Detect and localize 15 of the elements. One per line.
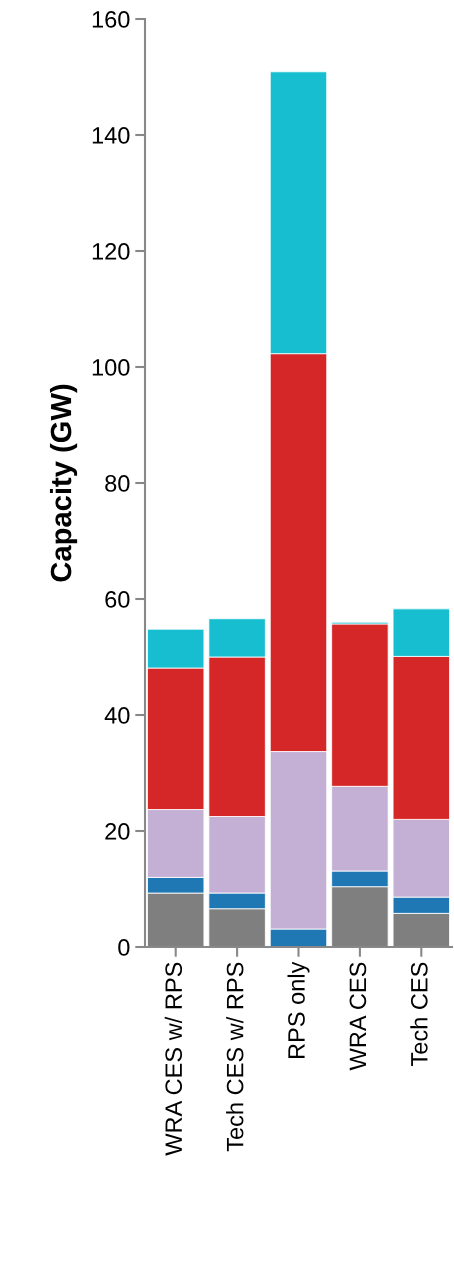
x-tick-label: WRA CES w/ RPS xyxy=(164,962,183,1156)
y-tick-label: 120 xyxy=(92,243,130,260)
y-tick-label: 20 xyxy=(105,823,130,840)
x-tick-label: Tech CES w/ RPS xyxy=(226,962,244,1152)
x-tick-label: RPS only xyxy=(287,961,310,1059)
y-tick-label: 140 xyxy=(92,127,130,144)
x-tick-label: WRA CES xyxy=(349,962,367,1071)
y-tick-label: 160 xyxy=(92,11,130,28)
y-tick-label: 0 xyxy=(118,939,130,956)
y-tick-label: 80 xyxy=(105,475,130,492)
x-tick-label: Tech CES xyxy=(410,962,428,1067)
y-tick-label: 60 xyxy=(105,591,130,608)
y-tick-label: 100 xyxy=(92,359,130,376)
y-axis-title: Capacity (GW) xyxy=(49,384,78,582)
y-tick-label: 40 xyxy=(104,707,130,724)
